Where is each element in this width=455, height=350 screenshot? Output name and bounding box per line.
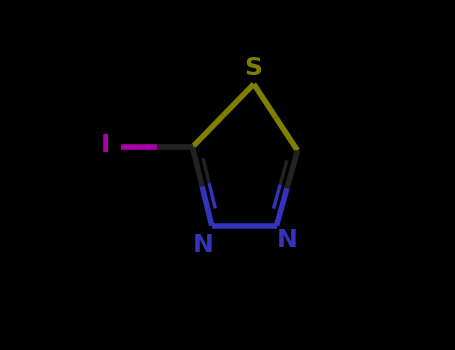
Text: N: N (192, 233, 213, 257)
Text: N: N (277, 228, 298, 252)
Text: I: I (101, 133, 110, 157)
Text: S: S (245, 56, 263, 80)
